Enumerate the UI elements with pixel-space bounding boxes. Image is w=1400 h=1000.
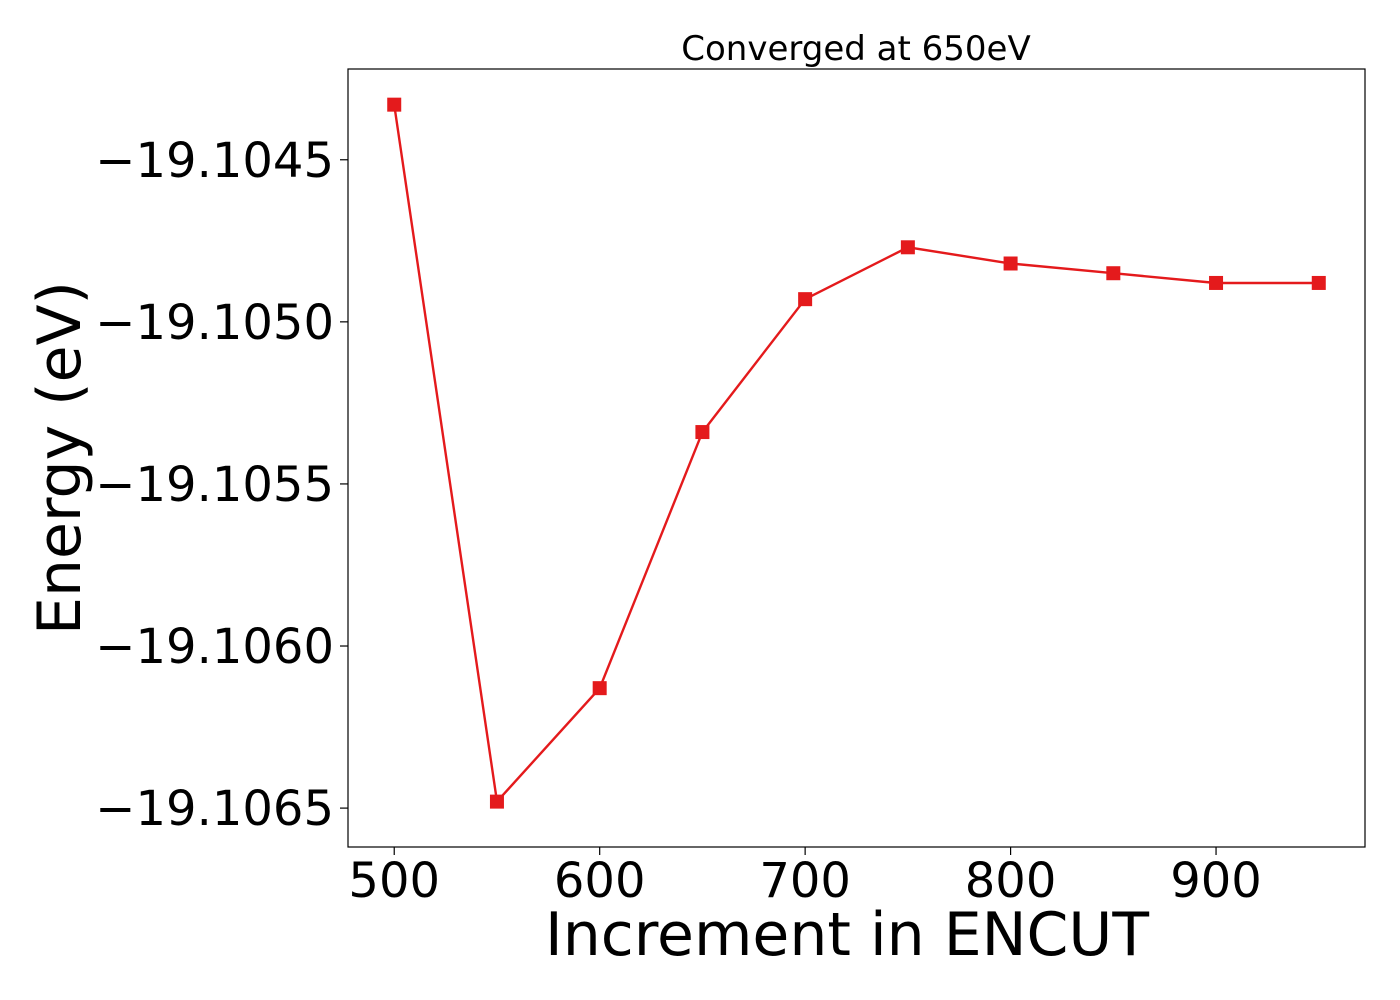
y-tick-label: −19.1065 [95, 781, 334, 837]
x-tick-label: 600 [554, 853, 646, 909]
x-axis: 500 600 700 800 900 [348, 847, 1262, 909]
series-layer [387, 97, 1326, 809]
data-point [695, 425, 710, 440]
data-point [1003, 256, 1018, 271]
data-point [592, 681, 607, 696]
plot-area [347, 68, 1366, 848]
y-tick-label: −19.1050 [95, 295, 334, 351]
x-tick-label: 900 [1170, 853, 1262, 909]
y-axis-label: Energy (eV) [25, 281, 95, 635]
data-point [1106, 266, 1121, 281]
x-axis-label: Increment in ENCUT [545, 900, 1149, 970]
x-tick-label: 800 [965, 853, 1057, 909]
y-tick-label: −19.1060 [95, 619, 334, 675]
data-point [1209, 275, 1224, 290]
chart-title: Converged at 650eV [681, 29, 1030, 69]
y-tick-label: −19.1045 [95, 133, 334, 189]
y-axis: −19.1045 −19.1050 −19.1055 −19.1060 −19.1065 [95, 133, 348, 837]
data-point [387, 97, 402, 112]
data-point [798, 292, 813, 307]
x-tick-label: 700 [759, 853, 851, 909]
series-line [393, 104, 1319, 805]
x-tick-label: 500 [348, 853, 440, 909]
data-point [1311, 275, 1326, 290]
y-tick-label: −19.1055 [95, 457, 334, 513]
data-point [900, 240, 915, 255]
data-point [489, 794, 504, 809]
